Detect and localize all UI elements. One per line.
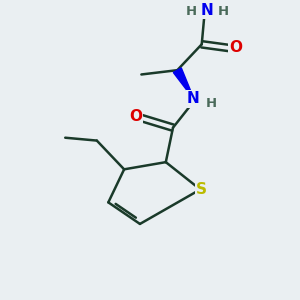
Text: N: N	[201, 3, 214, 18]
Text: H: H	[186, 5, 197, 18]
Text: N: N	[187, 92, 200, 106]
Text: S: S	[196, 182, 207, 197]
Text: H: H	[218, 5, 229, 18]
Polygon shape	[173, 68, 194, 100]
Text: H: H	[206, 97, 218, 110]
Text: O: O	[129, 109, 142, 124]
Text: O: O	[230, 40, 243, 55]
